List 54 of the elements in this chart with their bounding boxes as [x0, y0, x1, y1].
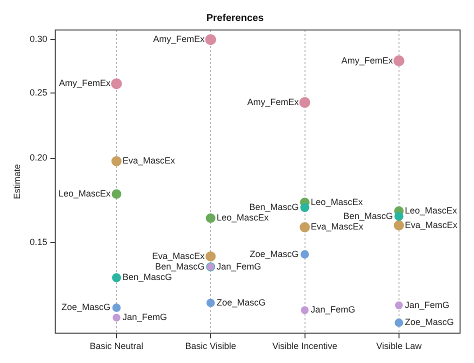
text: Ben_MascG: [249, 202, 299, 212]
chart-title: Preferences: [206, 12, 264, 24]
series-label: Eva_MascEx: [404, 220, 458, 230]
text: Amy_FemEx: [153, 34, 205, 44]
point: [299, 97, 310, 108]
text: Zoe_MascG: [250, 248, 299, 259]
point: [112, 304, 121, 312]
point: [111, 156, 122, 166]
text: Eva_MascEx: [310, 222, 364, 232]
point: [206, 213, 216, 223]
point: [300, 306, 309, 314]
point: [205, 34, 216, 45]
text: Jan_FemG: [122, 312, 168, 322]
point: [394, 212, 404, 221]
text: Amy_FemEx: [247, 96, 299, 107]
text: Jan_FemG: [216, 261, 262, 272]
point: [206, 251, 216, 262]
point: [394, 318, 404, 327]
x-tick-label: Basic Visible: [185, 341, 236, 352]
y-tick-label: 0.25: [30, 87, 48, 98]
y-tick-label: 0.20: [30, 152, 48, 163]
text: Eva_MascEx: [152, 250, 205, 261]
series-label: Amy_FemEx: [341, 55, 394, 66]
point: [394, 55, 404, 66]
text: Amy_FemEx: [58, 78, 111, 88]
y-tick-label: 0.15: [30, 236, 48, 247]
point: [395, 301, 403, 310]
point: [112, 273, 122, 282]
text: Leo_MascEx: [310, 196, 363, 207]
y-tick-label: 0.30: [30, 34, 48, 44]
point: [112, 189, 122, 199]
text: Ben_MascG: [155, 261, 205, 272]
x-tick-label: Basic Neutral: [90, 341, 144, 352]
text: Zoe_MascG: [61, 302, 111, 312]
point: [300, 203, 310, 212]
point: [206, 298, 215, 308]
x-tick-label: Visible Incentive: [272, 341, 338, 352]
point: [300, 250, 309, 259]
point: [112, 314, 120, 322]
text: Leo_MascEx: [58, 188, 111, 198]
point: [394, 220, 404, 230]
text: Zoe_MascG: [404, 317, 454, 328]
text: Ben_MascG: [343, 210, 393, 221]
y-axis-title: Estimate: [12, 164, 22, 200]
text: Jan_FemG: [404, 300, 450, 310]
series-label: Zoe_MascG: [216, 297, 266, 308]
series-label: Leo_MascEx: [216, 212, 270, 223]
series-label: Ben_MascG: [122, 272, 172, 282]
x-tick-label: Visible Law: [376, 341, 422, 352]
text: Eva_MascEx: [122, 156, 176, 166]
point: [111, 78, 122, 90]
series-label: Jan_FemG: [310, 304, 356, 315]
text: Leo_MascEx: [404, 206, 457, 216]
point: [300, 222, 310, 232]
